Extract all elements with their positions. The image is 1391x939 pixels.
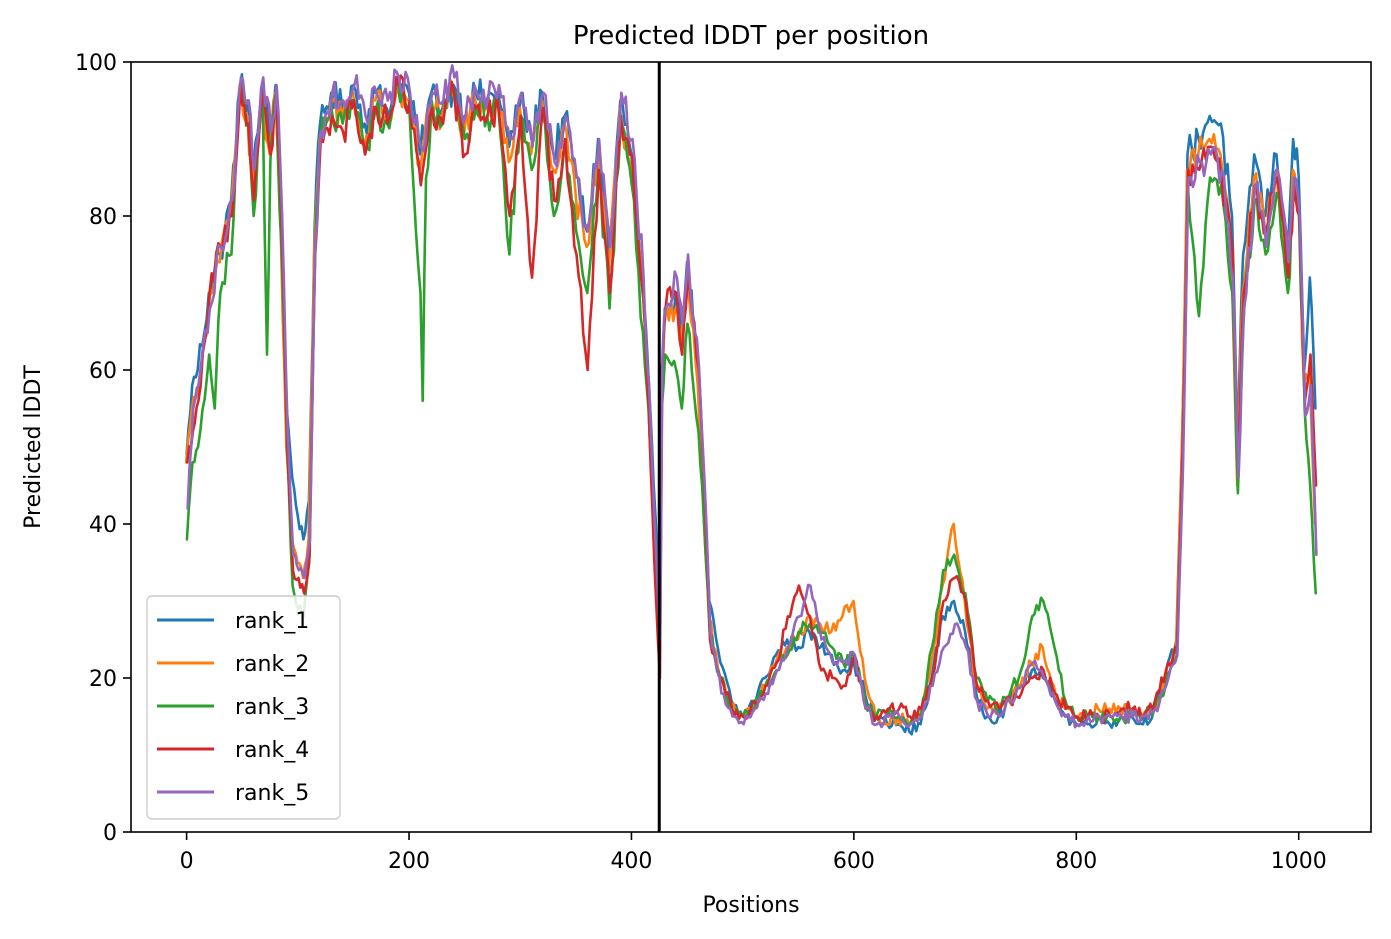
y-tick-label: 40 (89, 513, 117, 538)
x-axis-title: Positions (702, 893, 799, 918)
legend-label-rank-3: rank_3 (235, 695, 309, 720)
series-layer (184, 64, 1318, 736)
x-axis-ticks: 0 200 400 600 800 1000 (180, 832, 1327, 874)
y-axis-ticks: 0 20 40 60 80 100 (75, 51, 131, 846)
legend-label-rank-1: rank_1 (235, 609, 309, 634)
x-tick-label: 800 (1055, 849, 1097, 874)
y-tick-label: 20 (89, 667, 117, 692)
legend: rank_1 rank_2 rank_3 rank_4 rank_5 (146, 595, 341, 820)
x-tick-label: 400 (610, 849, 652, 874)
legend-box (146, 595, 341, 820)
series-line-rank-5 (186, 64, 1318, 729)
y-tick-label: 60 (89, 359, 117, 384)
y-axis-title: Predicted lDDT (21, 365, 46, 529)
legend-label-rank-2: rank_2 (235, 652, 309, 677)
y-tick-label: 100 (75, 51, 117, 76)
x-tick-label: 0 (180, 849, 194, 874)
y-tick-label: 0 (103, 821, 117, 846)
x-tick-label: 200 (388, 849, 430, 874)
legend-label-rank-4: rank_4 (235, 738, 309, 763)
x-tick-label: 1000 (1271, 849, 1327, 874)
y-tick-label: 80 (89, 205, 117, 230)
legend-label-rank-5: rank_5 (235, 781, 309, 806)
x-tick-label: 600 (833, 849, 875, 874)
chart-title: Predicted lDDT per position (573, 21, 929, 51)
plot-area-frame (130, 61, 1372, 833)
